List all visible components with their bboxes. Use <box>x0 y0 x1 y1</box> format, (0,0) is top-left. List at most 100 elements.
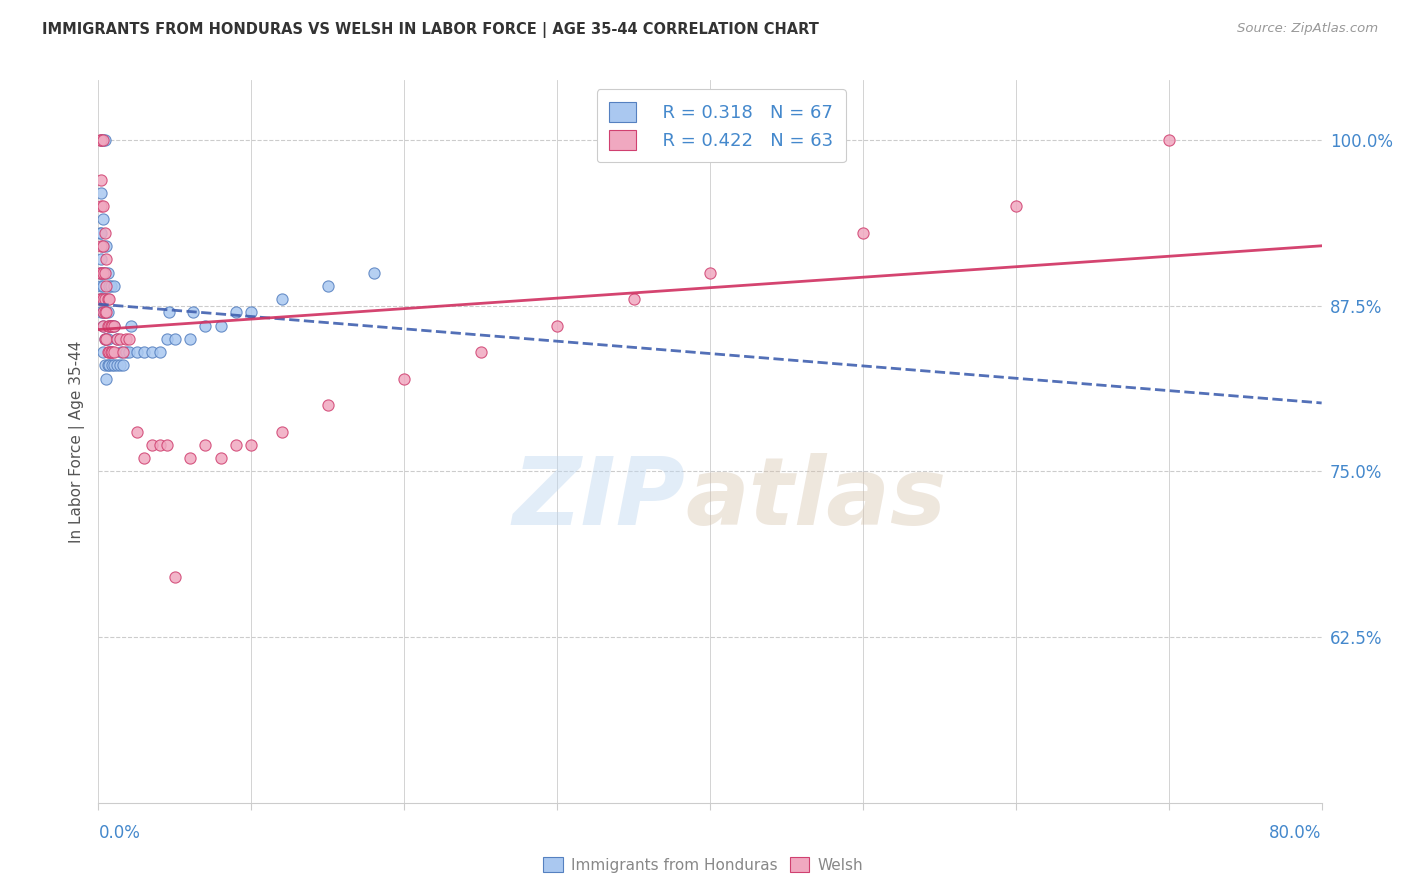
Point <box>97 292 120 306</box>
Point <box>103 278 125 293</box>
Point <box>623 292 645 306</box>
Point <box>91 133 114 147</box>
Point <box>93 332 115 346</box>
Point <box>209 318 232 333</box>
Point <box>89 266 111 280</box>
Point <box>93 133 115 147</box>
Point <box>105 332 128 346</box>
Point <box>90 133 112 147</box>
Point <box>97 359 120 373</box>
Point <box>225 438 247 452</box>
Text: 80.0%: 80.0% <box>1270 824 1322 842</box>
Point <box>101 359 124 373</box>
Point <box>90 226 112 240</box>
Point <box>181 305 204 319</box>
Point <box>115 345 138 359</box>
Point <box>98 292 121 306</box>
Point <box>157 305 180 319</box>
Point <box>94 332 117 346</box>
Point <box>93 292 115 306</box>
Point <box>125 345 148 359</box>
Legend: Immigrants from Honduras, Welsh: Immigrants from Honduras, Welsh <box>537 851 869 880</box>
Legend:   R = 0.318   N = 67,   R = 0.422   N = 63: R = 0.318 N = 67, R = 0.422 N = 63 <box>596 89 845 162</box>
Point <box>98 359 121 373</box>
Point <box>90 305 112 319</box>
Point <box>852 226 875 240</box>
Point <box>194 438 217 452</box>
Point <box>118 332 141 346</box>
Point <box>90 266 112 280</box>
Point <box>111 359 134 373</box>
Point <box>240 438 263 452</box>
Point <box>209 451 232 466</box>
Point <box>93 292 115 306</box>
Point <box>97 305 120 319</box>
Point <box>392 371 416 385</box>
Point <box>91 318 114 333</box>
Point <box>91 292 114 306</box>
Point <box>93 266 115 280</box>
Point <box>91 305 114 319</box>
Point <box>91 266 114 280</box>
Point <box>94 278 117 293</box>
Point <box>93 305 115 319</box>
Point <box>156 332 179 346</box>
Point <box>89 292 111 306</box>
Point <box>89 266 111 280</box>
Point <box>111 345 134 359</box>
Text: IMMIGRANTS FROM HONDURAS VS WELSH IN LABOR FORCE | AGE 35-44 CORRELATION CHART: IMMIGRANTS FROM HONDURAS VS WELSH IN LAB… <box>42 22 820 38</box>
Point <box>91 345 114 359</box>
Point <box>149 345 172 359</box>
Text: ZIP: ZIP <box>513 453 686 545</box>
Point <box>91 305 114 319</box>
Point <box>363 266 385 280</box>
Point <box>91 212 114 227</box>
Point <box>100 318 122 333</box>
Text: 0.0%: 0.0% <box>98 824 141 842</box>
Point <box>91 318 114 333</box>
Text: Source: ZipAtlas.com: Source: ZipAtlas.com <box>1237 22 1378 36</box>
Point <box>97 332 120 346</box>
Text: atlas: atlas <box>686 453 946 545</box>
Point <box>97 318 120 333</box>
Point <box>1157 133 1180 147</box>
Point <box>110 345 132 359</box>
Point <box>103 318 125 333</box>
Point <box>90 133 112 147</box>
Point <box>101 345 124 359</box>
Point <box>97 266 120 280</box>
Point <box>94 305 117 319</box>
Point <box>100 345 122 359</box>
Point <box>105 359 128 373</box>
Point <box>179 451 201 466</box>
Point <box>89 133 111 147</box>
Point <box>91 199 114 213</box>
Point <box>91 133 114 147</box>
Point <box>91 266 114 280</box>
Point <box>90 172 112 186</box>
Point <box>94 371 117 385</box>
Point <box>156 438 179 452</box>
Point <box>194 318 217 333</box>
Point <box>100 278 122 293</box>
Point <box>141 438 163 452</box>
Point <box>90 252 112 267</box>
Point <box>93 332 115 346</box>
Point <box>118 345 141 359</box>
Point <box>91 278 114 293</box>
Point <box>94 292 117 306</box>
Point <box>240 305 263 319</box>
Point <box>101 318 124 333</box>
Point <box>105 332 128 346</box>
Point <box>98 318 121 333</box>
Point <box>103 345 125 359</box>
Point <box>91 239 114 253</box>
Point <box>90 292 112 306</box>
Point <box>93 226 115 240</box>
Point <box>141 345 163 359</box>
Point <box>91 292 114 306</box>
Point <box>90 239 112 253</box>
Point <box>134 451 156 466</box>
Point <box>270 425 292 439</box>
Point <box>270 292 292 306</box>
